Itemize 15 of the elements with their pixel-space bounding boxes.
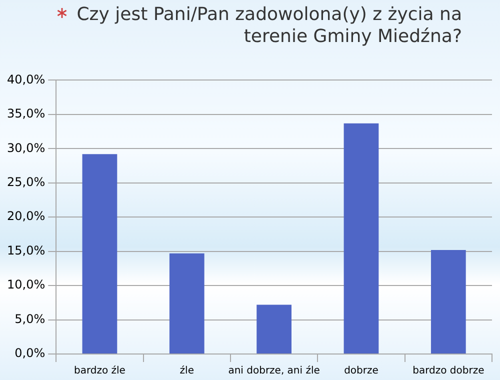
y-tick-label: 30,0% (6, 140, 46, 155)
y-tick-label: 35,0% (6, 106, 46, 121)
x-tick-label: bardzo źle (74, 364, 126, 377)
y-tick-label: 40,0% (6, 72, 46, 86)
y-tick-label: 15,0% (6, 243, 46, 258)
x-tick-label: dobrze (344, 366, 378, 377)
x-tick-label: ani dobrze, ani źle (228, 364, 320, 377)
y-tick-label: 0,0% (14, 346, 46, 360)
y-tick-label: 5,0% (14, 312, 46, 326)
y-tick-label: 10,0% (6, 278, 46, 292)
y-tick-label: 20,0% (6, 209, 46, 224)
x-tick-label: bardzo dobrze (412, 366, 484, 377)
y-tick-label: 25,0% (6, 175, 46, 189)
x-tick-label: źle (180, 364, 194, 377)
chart-title: Czy jest Pani/Pan zadowolona(y) z życia na terenie Gminy Miedźna? (76, 4, 462, 48)
